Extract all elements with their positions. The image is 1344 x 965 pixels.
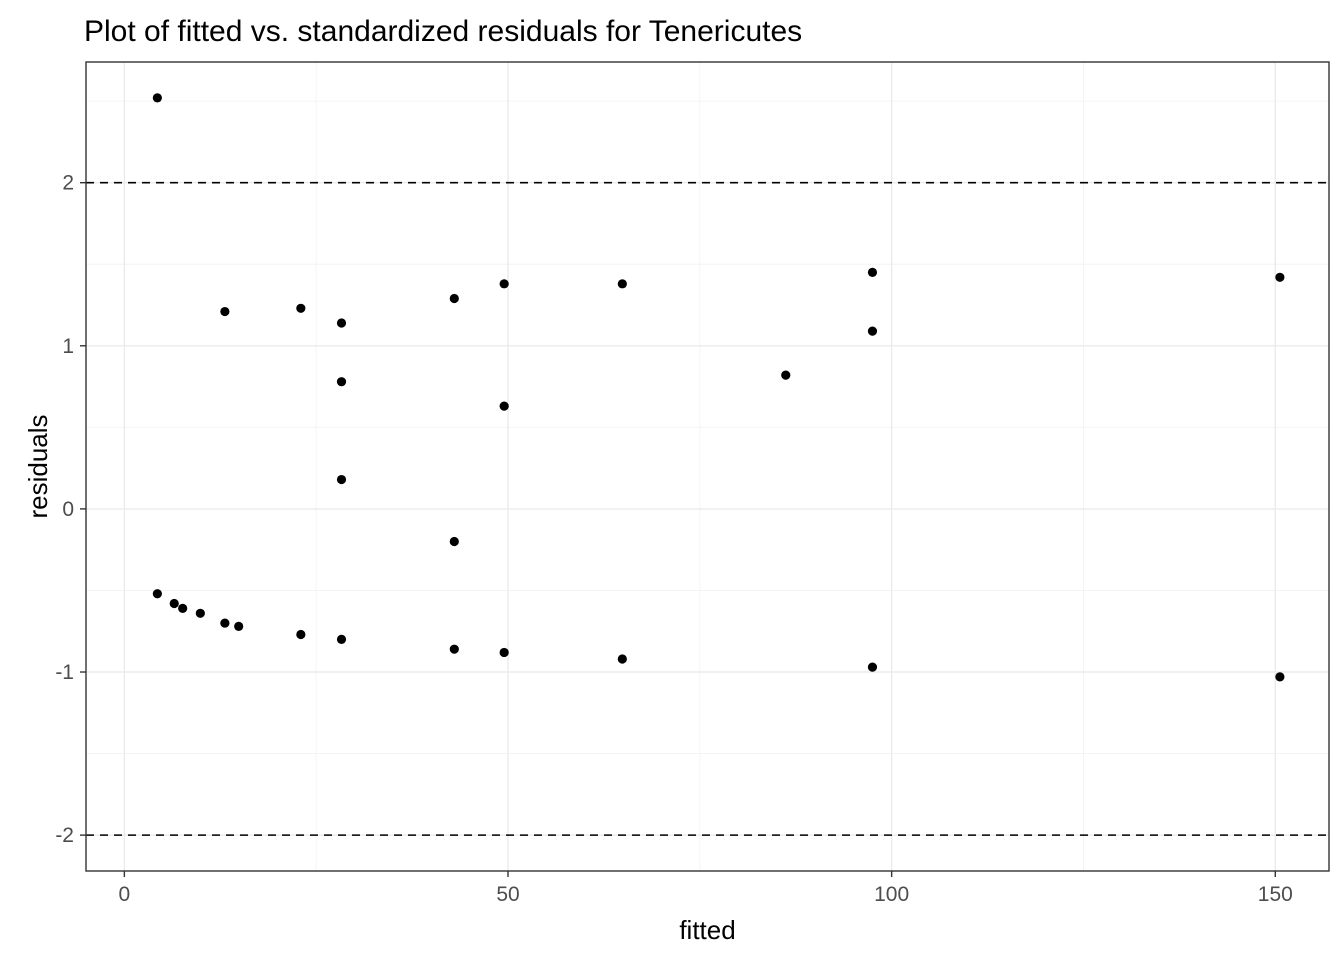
chart-title: Plot of fitted vs. standardized residual…: [84, 15, 802, 48]
data-point: [617, 279, 627, 289]
data-point: [178, 603, 188, 614]
data-point: [336, 474, 347, 485]
data-point: [499, 401, 509, 411]
data-point: [296, 303, 306, 313]
x-tick-label: 50: [496, 883, 519, 906]
data-point: [169, 598, 179, 609]
data-point: [336, 377, 347, 387]
data-point: [617, 654, 627, 664]
data-point: [867, 326, 878, 336]
data-point: [195, 608, 205, 618]
data-point: [152, 589, 162, 599]
data-point: [449, 293, 459, 304]
data-point: [336, 318, 347, 328]
data-point: [1275, 672, 1285, 682]
data-point: [296, 629, 306, 640]
y-tick-label: 1: [62, 335, 74, 358]
y-tick-label: 2: [62, 172, 74, 195]
data-point: [499, 647, 509, 658]
axis-ticks: 0 50 100 150 -2 -1 0 1 2: [55, 172, 1293, 906]
y-axis-title: residuals: [23, 414, 53, 518]
panel-border: [85, 61, 1330, 872]
data-point: [234, 621, 244, 631]
x-tick-label: 100: [874, 883, 909, 906]
data-point: [336, 634, 347, 644]
x-tick-label: 0: [119, 883, 131, 906]
data-point: [152, 93, 162, 103]
data-point: [867, 662, 878, 672]
data-point: [449, 536, 459, 547]
data-point: [867, 267, 878, 278]
data-points: [152, 93, 1285, 682]
data-point: [449, 644, 459, 654]
y-tick-label: -2: [55, 824, 74, 847]
data-point: [220, 306, 230, 317]
data-point: [499, 279, 509, 289]
y-tick-label: 0: [62, 498, 74, 521]
x-axis-title: fitted: [679, 915, 735, 945]
y-tick-label: -1: [55, 661, 74, 684]
data-point: [1275, 272, 1285, 282]
reference-lines: [86, 181, 1329, 836]
x-tick-label: 150: [1258, 883, 1293, 906]
data-point: [220, 618, 230, 628]
data-point: [781, 370, 791, 380]
